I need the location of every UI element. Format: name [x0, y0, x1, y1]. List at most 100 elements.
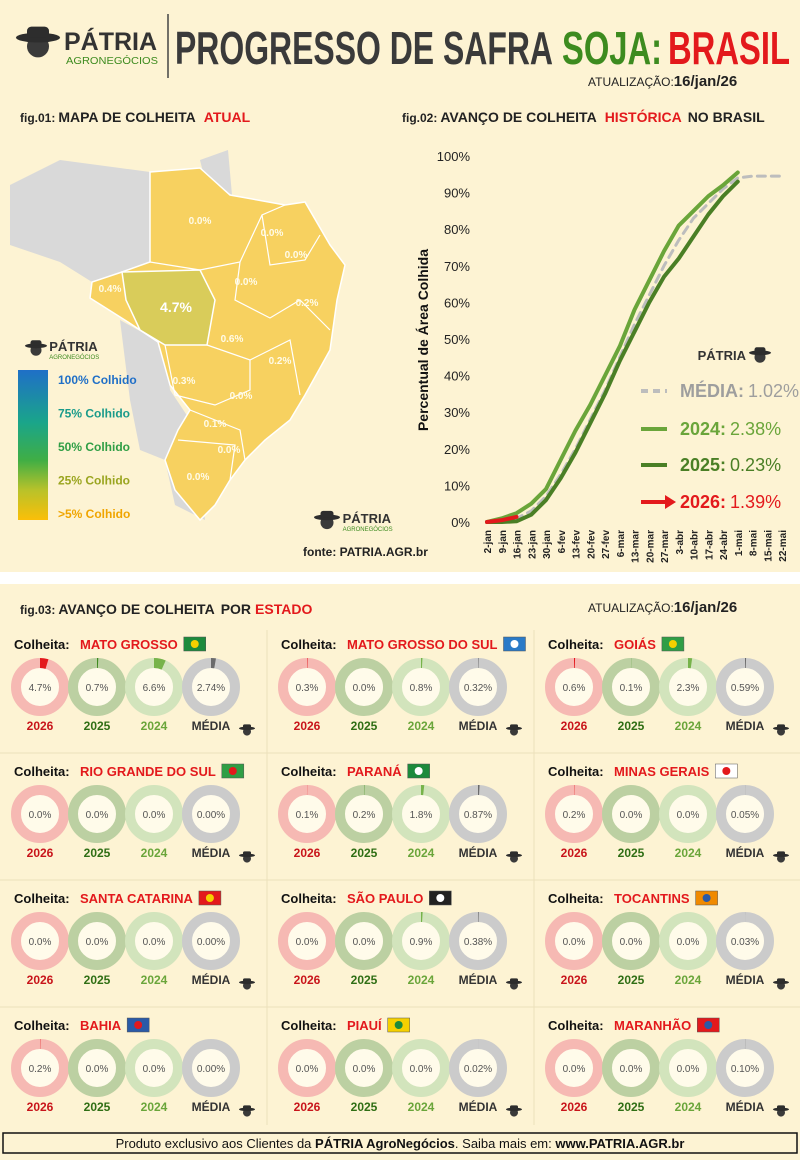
x-tick-label: 17-abr [704, 530, 715, 560]
footer: Produto exclusivo aos Clientes da PÁTRIA… [116, 1136, 685, 1151]
map-label: 0.0% [218, 445, 241, 456]
ring-label: 2025 [351, 846, 378, 860]
fig-title: MAPA DE COLHEITA [58, 109, 195, 125]
logo-hat-top [31, 340, 42, 346]
ring-label: MÉDIA [459, 1099, 498, 1114]
brand: PÁTRIA [64, 27, 157, 56]
ring-label: 2026 [27, 846, 54, 860]
x-tick-label: 13-fev [572, 530, 583, 559]
state-name: SÃO PAULO [347, 891, 423, 906]
ring-arc [154, 663, 164, 665]
ring-value: 0.32% [464, 683, 492, 694]
cell-prefix: Colheita: [548, 1018, 604, 1033]
ring-label: 2024 [675, 719, 702, 733]
fig-highlight: HISTÓRICA [605, 108, 682, 125]
map-label: 0.0% [187, 472, 210, 483]
logo-hat-top [27, 27, 49, 38]
ring-value: 0.0% [353, 683, 376, 694]
cell-prefix: Colheita: [14, 1018, 70, 1033]
state-name: MATO GROSSO DO SUL [347, 637, 498, 652]
flag-emblem [704, 1021, 712, 1029]
logo-hat-top [777, 724, 785, 728]
source: fonte: PATRIA.AGR.br [303, 545, 428, 559]
ring-label: MÉDIA [459, 845, 498, 860]
flag-emblem [134, 1021, 142, 1029]
ring-label: 2025 [84, 1100, 111, 1114]
ring-label: 2024 [675, 846, 702, 860]
logo-brand: PÁTRIA [49, 339, 98, 354]
ring-label: 2024 [408, 719, 435, 733]
ring-value: 0.0% [86, 1064, 109, 1075]
map-label: 0.1% [204, 419, 227, 430]
ring-label: 2024 [141, 846, 168, 860]
x-tick-label: 15-mai [763, 530, 774, 562]
ring-label: 2025 [84, 846, 111, 860]
cell-prefix: Colheita: [281, 764, 337, 779]
ring-value: 0.59% [731, 683, 759, 694]
ring-label: 2026 [294, 719, 321, 733]
logo-hat-top [777, 1105, 785, 1109]
ring-value: 0.00% [197, 937, 225, 948]
y-tick-label: 60% [444, 295, 470, 310]
state-name: BAHIA [80, 1018, 122, 1033]
ring-value: 0.2% [353, 810, 376, 821]
x-tick-label: 20-fev [586, 530, 597, 559]
flag-emblem [191, 640, 199, 648]
ring-value: 0.2% [29, 1064, 52, 1075]
flag-emblem [722, 767, 730, 775]
fig-title: AVANÇO DE COLHEITA [58, 601, 214, 617]
map-label: 0.6% [221, 334, 244, 345]
ring-value: 0.00% [197, 1064, 225, 1075]
ring-label: 2026 [561, 719, 588, 733]
x-tick-label: 27-mar [660, 530, 671, 563]
logo-hat-top [243, 724, 251, 728]
legend-value: 1.39% [730, 492, 781, 512]
ring-value: 0.0% [29, 810, 52, 821]
ring-value: 0.0% [620, 1064, 643, 1075]
ring-value: 0.0% [143, 810, 166, 821]
ring-label: 2026 [27, 973, 54, 987]
ring-value: 0.0% [86, 810, 109, 821]
ring-value: 6.6% [143, 683, 166, 694]
state-name: RIO GRANDE DO SUL [80, 764, 216, 779]
ring-label: 2026 [561, 1100, 588, 1114]
x-tick-label: 30-jan [542, 530, 553, 559]
legend-name: 2026: [680, 492, 726, 512]
ring-label: 2024 [675, 1100, 702, 1114]
footer-url[interactable]: www.PATRIA.AGR.br [554, 1136, 684, 1151]
ring-value: 0.0% [620, 937, 643, 948]
ring-label: 2026 [561, 846, 588, 860]
ring-value: 0.6% [563, 683, 586, 694]
state-name: PARANÁ [347, 764, 402, 779]
ring-label: 2024 [141, 1100, 168, 1114]
x-tick-label: 27-fev [601, 530, 612, 559]
ring-value: 4.7% [29, 683, 52, 694]
ring-value: 0.0% [563, 1064, 586, 1075]
title: PROGRESSO DE SAFRA [175, 22, 553, 74]
ring-value: 0.0% [563, 937, 586, 948]
ring-value: 0.0% [143, 937, 166, 948]
legend-name: 2025: [680, 455, 726, 475]
ring-label: 2026 [27, 719, 54, 733]
logo-brand: PÁTRIA [698, 348, 747, 363]
ring-label: 2025 [351, 1100, 378, 1114]
y-tick-label: 20% [444, 442, 470, 457]
flag-emblem [436, 894, 444, 902]
ring-label: 2026 [561, 973, 588, 987]
logo-hat-top [243, 851, 251, 855]
map-label: 0.0% [261, 228, 284, 239]
flag-emblem [669, 640, 677, 648]
ring-label: 2026 [294, 1100, 321, 1114]
ring-label: MÉDIA [726, 718, 765, 733]
legend-entry: MÉDIA:1.02% [680, 380, 799, 401]
ring-value: 0.87% [464, 810, 492, 821]
x-tick-label: 2-jan [483, 530, 494, 553]
ring-label: MÉDIA [726, 1099, 765, 1114]
map-label: 0.2% [269, 356, 292, 367]
ring-label: MÉDIA [192, 718, 231, 733]
logo-brand: PÁTRIA [343, 511, 392, 526]
map-legend-label: 75% Colhido [58, 407, 130, 421]
ring-value: 2.74% [197, 683, 225, 694]
